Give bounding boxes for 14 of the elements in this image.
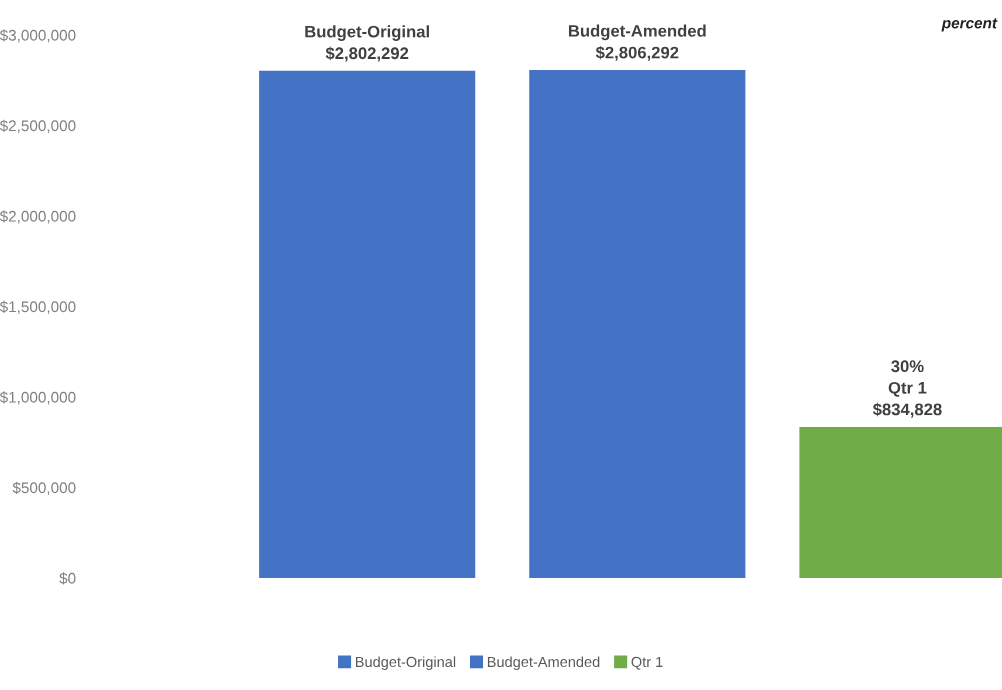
y-tick-label: $1,000,000 [0, 391, 76, 405]
y-tick-label: $500,000 [12, 481, 76, 495]
data-label: Budget-Amended $2,806,292 [568, 24, 706, 61]
data-label: 30% Qtr 1 $834,828 [872, 360, 942, 418]
text: percent [941, 18, 998, 32]
y-tick-label: $0 [59, 572, 76, 585]
data-label: Budget-Original $2,802,292 [305, 25, 429, 62]
y-tick-label: $1,500,000 [0, 300, 76, 314]
y-tick-label: $2,000,000 [0, 210, 76, 224]
legend-label: Budget-Amended [487, 656, 600, 670]
legend-label: Qtr 1 [631, 656, 663, 670]
legend-label: Budget-Original [355, 656, 456, 670]
y-tick-label: $3,000,000 [0, 29, 76, 43]
y-tick-label: $2,500,000 [0, 119, 76, 133]
